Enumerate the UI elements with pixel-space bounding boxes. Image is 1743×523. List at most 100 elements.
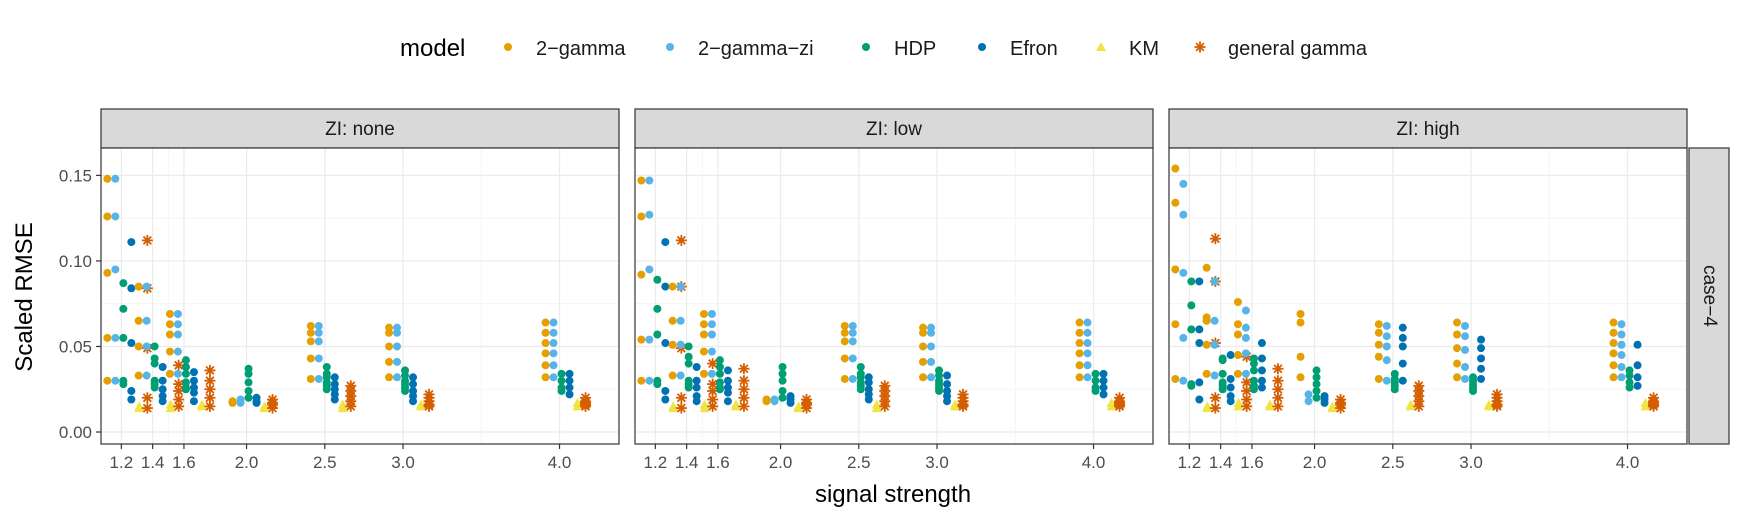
data-point-km xyxy=(950,401,961,411)
data-point-km xyxy=(730,401,741,411)
data-point-2-gamma xyxy=(1609,318,1618,327)
panel-zi-none: ZI: none 1.2 1.4 1.6 2.0 2.5 3.0 4.0 xyxy=(100,108,620,472)
data-point-2-gamma xyxy=(541,361,550,370)
data-point-efron xyxy=(1320,398,1329,407)
data-point-2-gamma-zi xyxy=(393,328,402,337)
data-point-2-gamma-zi xyxy=(645,176,654,185)
data-point-general-gamma xyxy=(1272,375,1284,387)
data-point-2-gamma xyxy=(637,376,646,385)
data-point-efron xyxy=(1195,378,1204,387)
data-point-2-gamma xyxy=(1171,265,1180,274)
x-tick-label: 1.6 xyxy=(1240,453,1264,472)
data-point-2-gamma-zi xyxy=(770,397,779,406)
data-point-hdp xyxy=(778,369,787,378)
data-point-hdp xyxy=(935,386,944,395)
data-point-efron xyxy=(1257,376,1266,385)
data-point-2-gamma xyxy=(762,397,771,406)
x-tick-label: 2.0 xyxy=(235,453,259,472)
data-point-efron xyxy=(252,398,261,407)
data-point-2-gamma-zi xyxy=(393,342,402,351)
data-point-2-gamma xyxy=(637,335,646,344)
data-point-general-gamma xyxy=(173,378,185,390)
data-point-2-gamma-zi xyxy=(111,174,120,183)
data-points xyxy=(637,176,1126,414)
data-point-general-gamma xyxy=(1413,400,1425,412)
data-point-general-gamma xyxy=(1648,400,1660,412)
data-point-2-gamma-zi xyxy=(142,316,151,325)
facet-strip-label: ZI: low xyxy=(866,119,922,140)
data-point-hdp xyxy=(715,356,724,365)
data-point-2-gamma-zi xyxy=(1210,340,1219,349)
data-point-2-gamma xyxy=(637,212,646,221)
data-points xyxy=(103,174,592,414)
data-point-2-gamma xyxy=(1609,373,1618,382)
data-point-2-gamma xyxy=(1609,349,1618,358)
data-point-2-gamma xyxy=(306,328,315,337)
x-tick-label: 1.2 xyxy=(644,453,668,472)
facet-strip xyxy=(1168,108,1688,149)
x-tick-label: 2.5 xyxy=(1381,453,1405,472)
data-point-hdp xyxy=(1187,325,1196,334)
data-point-2-gamma-zi xyxy=(1461,345,1470,354)
data-point-efron xyxy=(1398,323,1407,332)
legend-item-general-gamma: general gamma xyxy=(1194,38,1368,60)
data-point-efron xyxy=(1257,366,1266,375)
data-point-2-gamma xyxy=(637,176,646,185)
legend: model 2−gamma 2−gamma−zi HDP Efron KM general… xyxy=(400,35,1368,62)
facet-panels: ZI: none 1.2 1.4 1.6 2.0 2.5 3.0 4.0 ZI: low 1.2 1… xyxy=(100,108,1688,472)
data-point-2-gamma-zi xyxy=(1461,363,1470,372)
data-point-efron xyxy=(1226,397,1235,406)
data-point-2-gamma-zi xyxy=(1179,179,1188,188)
data-point-2-gamma-zi xyxy=(927,342,936,351)
data-point-2-gamma-zi xyxy=(1382,356,1391,365)
data-point-2-gamma-zi xyxy=(848,328,857,337)
data-point-general-gamma xyxy=(423,400,435,412)
data-point-efron xyxy=(565,369,574,378)
legend-label: Efron xyxy=(1010,38,1058,60)
data-point-efron xyxy=(661,386,670,395)
y-axis: 0.00 0.05 0.10 0.15 xyxy=(59,166,101,442)
data-point-2-gamma xyxy=(306,354,315,363)
data-point-2-gamma xyxy=(840,337,849,346)
data-point-2-gamma xyxy=(919,342,928,351)
data-point-hdp xyxy=(119,380,128,389)
data-point-hdp xyxy=(1187,301,1196,310)
data-point-2-gamma xyxy=(165,309,174,318)
data-point-2-gamma xyxy=(1233,330,1242,339)
data-point-2-gamma xyxy=(1075,349,1084,358)
data-point-2-gamma xyxy=(919,357,928,366)
data-point-hdp xyxy=(1312,386,1321,395)
data-point-2-gamma xyxy=(541,373,550,382)
data-point-2-gamma xyxy=(1171,164,1180,173)
legend-key-hdp xyxy=(862,43,870,51)
data-point-2-gamma xyxy=(306,321,315,330)
data-point-2-gamma xyxy=(1233,369,1242,378)
data-point-km xyxy=(871,403,882,413)
data-point-2-gamma-zi xyxy=(1241,369,1250,378)
data-point-2-gamma-zi xyxy=(1210,316,1219,325)
data-point-efron xyxy=(409,373,418,382)
data-point-efron xyxy=(661,238,670,247)
data-point-2-gamma xyxy=(103,376,112,385)
x-tick-label: 1.6 xyxy=(172,453,196,472)
data-point-2-gamma-zi xyxy=(1179,210,1188,219)
data-point-2-gamma-zi xyxy=(173,347,182,356)
data-point-2-gamma xyxy=(840,354,849,363)
data-point-efron xyxy=(1633,381,1642,390)
data-point-2-gamma xyxy=(668,316,677,325)
data-point-2-gamma xyxy=(541,318,550,327)
data-point-km xyxy=(1106,401,1117,411)
data-point-general-gamma xyxy=(173,359,185,371)
data-point-2-gamma xyxy=(165,320,174,329)
data-point-2-gamma-zi xyxy=(1241,349,1250,358)
data-point-2-gamma-zi xyxy=(549,349,558,358)
data-point-efron xyxy=(1226,351,1235,360)
data-point-2-gamma-zi xyxy=(676,316,685,325)
data-point-km xyxy=(1640,401,1651,411)
data-point-2-gamma xyxy=(1453,344,1462,353)
x-tick-label: 2.5 xyxy=(313,453,337,472)
data-point-hdp xyxy=(856,363,865,372)
data-point-hdp xyxy=(322,385,331,394)
data-point-2-gamma-zi xyxy=(848,374,857,383)
data-point-general-gamma xyxy=(1491,400,1503,412)
